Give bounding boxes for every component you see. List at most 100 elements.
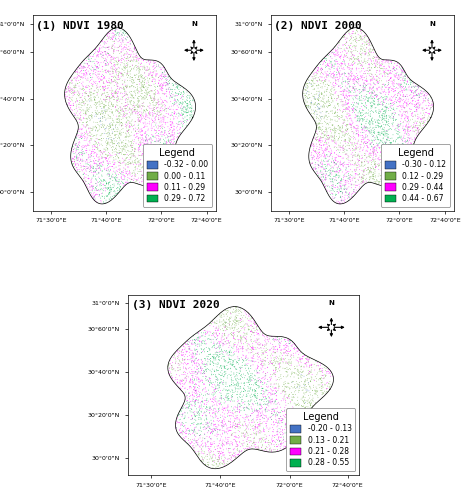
Point xyxy=(119,170,127,178)
Point xyxy=(66,104,74,112)
Point xyxy=(331,134,338,142)
Point xyxy=(242,420,249,428)
Point xyxy=(198,405,206,413)
Point xyxy=(369,147,377,155)
Point xyxy=(156,72,163,80)
Point xyxy=(390,164,397,172)
Point xyxy=(240,404,247,411)
Point xyxy=(312,387,319,395)
Point xyxy=(275,414,283,422)
Point xyxy=(204,361,211,369)
Point xyxy=(339,92,347,100)
Point xyxy=(75,82,83,90)
Point xyxy=(322,372,329,380)
Point xyxy=(301,404,309,412)
Point xyxy=(315,157,322,165)
Point xyxy=(101,89,108,97)
Point xyxy=(317,64,325,72)
Point xyxy=(249,370,256,378)
Point xyxy=(125,142,132,150)
Point xyxy=(374,155,382,163)
Point xyxy=(368,95,376,103)
Point xyxy=(147,176,154,184)
Point xyxy=(129,157,136,165)
Point xyxy=(176,377,184,385)
Point xyxy=(301,360,309,368)
Point xyxy=(111,174,118,182)
Point xyxy=(155,169,163,177)
Point xyxy=(370,144,378,152)
Point xyxy=(191,356,199,364)
Point xyxy=(319,381,326,389)
Point xyxy=(72,98,80,106)
Point xyxy=(247,426,254,434)
Point xyxy=(388,155,395,163)
Point xyxy=(149,152,157,160)
Point xyxy=(203,330,211,338)
Point xyxy=(359,46,366,54)
Point xyxy=(115,88,122,96)
Point xyxy=(130,160,137,168)
Point xyxy=(170,125,177,133)
Point xyxy=(257,344,264,352)
Point xyxy=(94,162,102,170)
Point xyxy=(88,134,95,142)
Point xyxy=(177,117,184,125)
Point xyxy=(388,162,395,170)
Point xyxy=(214,376,222,384)
Point xyxy=(262,406,270,413)
Point xyxy=(395,143,402,151)
Point xyxy=(141,84,148,92)
Point xyxy=(91,192,99,200)
Point xyxy=(91,196,98,204)
Point xyxy=(125,100,132,108)
Point xyxy=(256,341,263,349)
Point xyxy=(226,426,234,434)
Point xyxy=(113,71,120,79)
Point xyxy=(208,344,216,351)
Point xyxy=(217,338,225,346)
Point xyxy=(290,378,297,386)
Point xyxy=(235,438,243,446)
Point xyxy=(319,374,327,382)
Point xyxy=(146,70,154,78)
Point xyxy=(227,388,234,396)
Point xyxy=(370,152,377,160)
Point xyxy=(139,113,147,121)
Point xyxy=(350,54,357,62)
Point xyxy=(237,440,245,448)
Point xyxy=(383,83,390,91)
Point xyxy=(152,70,160,78)
Point xyxy=(371,160,378,168)
Point xyxy=(128,56,135,64)
Point xyxy=(114,73,122,81)
Point xyxy=(249,387,256,395)
Point xyxy=(72,68,79,76)
Point xyxy=(338,97,345,105)
Point xyxy=(175,356,183,364)
Point xyxy=(188,102,196,110)
Point xyxy=(87,158,94,166)
Point xyxy=(389,156,397,164)
Point xyxy=(381,68,388,76)
Point xyxy=(151,86,158,94)
Point xyxy=(241,404,249,411)
Point xyxy=(110,96,118,104)
Point xyxy=(121,64,129,72)
Point xyxy=(212,398,219,406)
Point xyxy=(131,106,138,114)
Point xyxy=(127,67,134,75)
Point xyxy=(134,80,141,88)
Point xyxy=(63,88,71,96)
Point xyxy=(249,416,256,424)
Point xyxy=(401,76,408,84)
Point xyxy=(232,408,239,416)
Point xyxy=(68,86,76,94)
Point xyxy=(116,74,124,82)
Point xyxy=(354,28,361,36)
Point xyxy=(244,360,252,368)
Point xyxy=(373,68,380,76)
Point xyxy=(233,314,240,322)
Point xyxy=(363,78,371,86)
Point xyxy=(359,116,367,124)
